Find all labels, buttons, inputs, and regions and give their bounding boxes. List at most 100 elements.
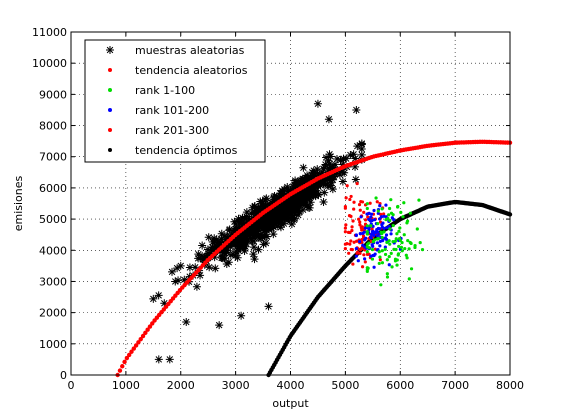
data-point <box>388 218 392 223</box>
series-5 <box>266 199 513 378</box>
data-point <box>249 243 258 252</box>
data-point <box>278 187 287 196</box>
data-point <box>254 245 263 254</box>
data-point <box>370 257 375 261</box>
data-point <box>385 258 389 262</box>
data-point <box>349 247 353 252</box>
data-point <box>264 302 273 311</box>
data-point <box>380 249 384 253</box>
data-point <box>358 248 363 252</box>
data-point <box>241 242 250 251</box>
data-point <box>250 202 259 211</box>
data-point <box>387 263 391 267</box>
data-point <box>396 253 400 257</box>
data-point <box>339 155 348 164</box>
data-point <box>133 343 139 348</box>
data-point <box>237 311 246 320</box>
data-point <box>399 245 404 249</box>
data-point <box>375 228 379 232</box>
legend-entry-label: tendencia óptimos <box>135 144 238 157</box>
data-point <box>304 188 313 197</box>
data-point <box>349 194 353 199</box>
data-point <box>160 299 169 308</box>
data-point <box>377 250 381 254</box>
data-point <box>398 226 402 230</box>
data-point <box>365 250 369 254</box>
data-point <box>346 150 355 159</box>
y-tick-label: 3000 <box>39 275 67 288</box>
data-point <box>319 198 328 207</box>
data-point <box>258 231 267 240</box>
legend-entry-label: muestras aleatorias <box>135 44 245 57</box>
data-point <box>406 238 410 243</box>
data-point <box>357 150 366 159</box>
y-tick-label: 0 <box>60 369 67 382</box>
data-point <box>352 207 356 211</box>
data-point <box>381 221 385 225</box>
data-point <box>122 359 127 365</box>
data-point <box>378 227 382 231</box>
data-point <box>233 241 242 250</box>
data-point <box>385 275 390 279</box>
data-point <box>370 248 375 252</box>
data-point <box>351 175 360 184</box>
data-point <box>208 242 217 251</box>
data-point <box>108 148 112 152</box>
data-point <box>247 209 256 218</box>
data-point <box>291 196 300 205</box>
data-point <box>305 191 314 200</box>
data-point <box>327 163 336 172</box>
data-point <box>360 237 364 242</box>
data-point <box>268 199 277 208</box>
data-point <box>358 220 362 224</box>
data-point <box>281 197 290 206</box>
data-point <box>363 238 367 242</box>
x-tick-label: 5000 <box>331 379 359 392</box>
data-layer <box>115 99 513 378</box>
data-point <box>405 256 409 260</box>
data-point <box>192 282 201 291</box>
data-point <box>343 226 348 230</box>
data-point <box>343 230 347 234</box>
series-0 <box>149 99 366 364</box>
data-point <box>351 262 355 266</box>
data-point <box>358 208 362 212</box>
data-point <box>383 247 387 252</box>
data-point <box>375 200 379 204</box>
data-point <box>362 210 366 214</box>
data-point <box>387 239 391 243</box>
data-point <box>185 263 194 272</box>
data-point <box>379 215 384 219</box>
data-point <box>360 225 364 229</box>
data-point <box>165 355 174 364</box>
data-point <box>399 210 403 214</box>
data-point <box>215 321 224 330</box>
data-point <box>173 264 182 273</box>
data-point <box>240 246 249 255</box>
data-point <box>382 230 386 234</box>
data-point <box>402 201 406 205</box>
data-point <box>376 209 380 213</box>
data-point <box>299 198 308 207</box>
data-point <box>210 234 219 243</box>
data-point <box>147 324 153 329</box>
data-point <box>344 223 348 227</box>
data-point <box>405 219 410 223</box>
data-point <box>198 241 207 250</box>
data-point <box>418 241 422 245</box>
data-point <box>360 265 365 269</box>
data-point <box>284 198 293 207</box>
data-point <box>313 99 322 108</box>
data-point <box>367 227 371 232</box>
data-point <box>241 214 250 223</box>
data-point <box>226 232 235 241</box>
data-point <box>371 244 375 248</box>
data-point <box>310 169 319 178</box>
x-tick-label: 2000 <box>167 379 195 392</box>
data-point <box>340 168 349 177</box>
data-point <box>299 205 308 214</box>
data-point <box>262 225 271 234</box>
data-point <box>354 246 358 251</box>
data-point <box>270 211 279 220</box>
data-point <box>140 333 146 339</box>
